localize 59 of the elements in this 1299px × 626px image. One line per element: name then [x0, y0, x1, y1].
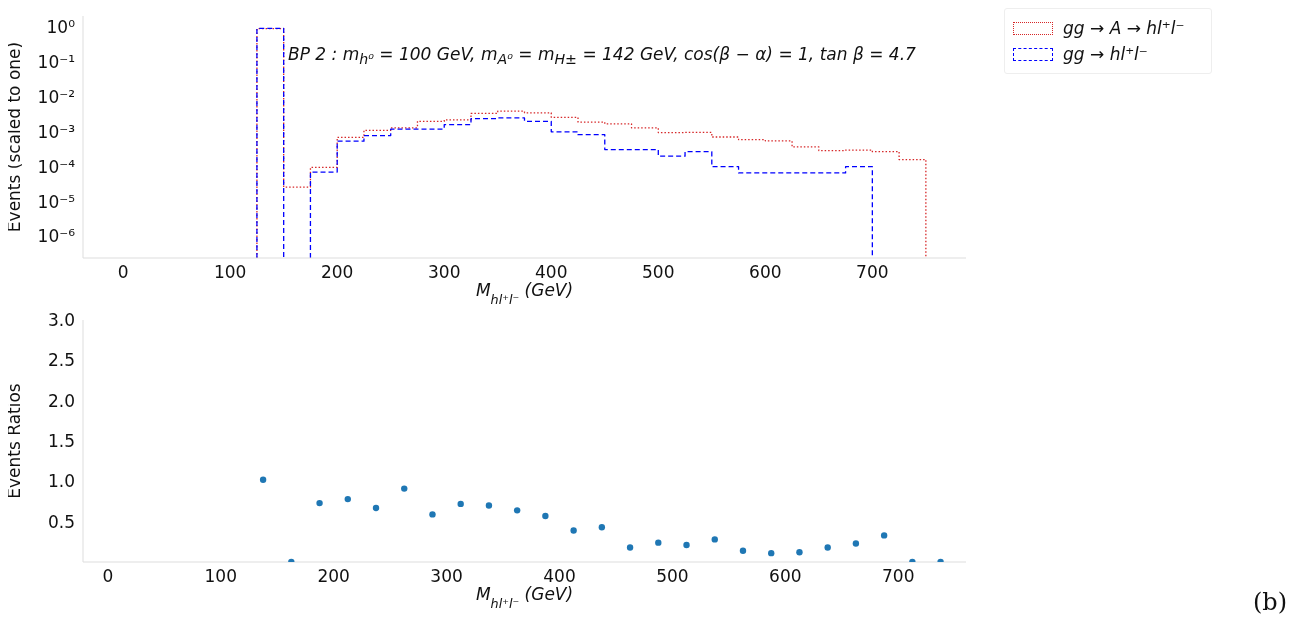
legend-label: gg → hl⁺l⁻ [1063, 44, 1148, 64]
point [711, 536, 718, 543]
point [259, 476, 267, 483]
y-tick-label: 1.0 [47, 471, 75, 492]
point [683, 541, 690, 549]
x-tick-label: 500 [642, 262, 675, 283]
point [542, 512, 549, 520]
point [768, 549, 775, 557]
y-tick-label: 2.0 [47, 390, 75, 411]
y-tick-label: 3.0 [47, 310, 75, 331]
x-tick-label: 100 [213, 262, 247, 283]
point [824, 544, 831, 551]
x-axis-title: M$_{hl⁺l⁻}$ (GeV) [475, 280, 574, 307]
x-tick-label: 200 [317, 566, 350, 587]
point [655, 539, 662, 546]
x-tick-label: 700 [856, 262, 889, 283]
y-tick-label: 10⁻¹ [37, 52, 75, 73]
x-axis-title: M$_{hl⁺l⁻}$ (GeV) [475, 584, 574, 611]
x-tick-label: 600 [749, 262, 782, 283]
annotation: BP 2 : m$_{h⁰}$ = 100 GeV, m$_{A⁰}$ = m$_{H±}$ = 142 GeV, cos(β − α) = 1, tan β = 4.7 [288, 44, 916, 68]
y-tick-label: 10⁰ [46, 17, 76, 38]
y-axis-title: Events Ratios [4, 383, 24, 499]
point [570, 527, 577, 534]
point [457, 500, 464, 508]
point [485, 502, 493, 509]
point [316, 499, 323, 507]
y-tick-label: 1.5 [47, 431, 75, 452]
y-tick-label: 10⁻² [37, 86, 75, 107]
x-tick-label: 300 [430, 566, 463, 587]
point [401, 485, 408, 492]
point [739, 547, 747, 554]
x-tick-label: 300 [428, 262, 461, 283]
y-axis-title: Events (scaled to one) [4, 41, 24, 233]
x-tick-label: 100 [204, 566, 237, 587]
point [372, 504, 380, 512]
text: (b) [1253, 588, 1288, 616]
x-tick-label: 0 [102, 566, 114, 587]
x-tick-label: 400 [543, 566, 576, 587]
point [429, 511, 436, 518]
x-tick-label: 200 [320, 262, 354, 283]
x-tick-label: 600 [769, 566, 802, 587]
x-tick-label: 700 [882, 566, 915, 587]
y-tick-label: 10⁻³ [37, 121, 75, 142]
y-tick-label: 10⁻⁵ [37, 191, 75, 212]
point [796, 549, 803, 556]
point [344, 495, 351, 503]
point [880, 532, 888, 539]
y-tick-label: 10⁻⁶ [37, 226, 76, 247]
y-tick-label: 0.5 [47, 511, 75, 532]
x-tick-label: 0 [117, 262, 129, 283]
point [626, 544, 634, 551]
point [852, 540, 860, 547]
point [598, 524, 606, 531]
legend-label: gg → A → hl⁺l⁻ [1063, 18, 1185, 38]
y-tick-label: 2.5 [47, 350, 75, 371]
x-tick-label: 400 [535, 262, 568, 283]
point [513, 507, 521, 514]
y-tick-label: 10⁻⁴ [37, 156, 76, 177]
x-tick-label: 500 [656, 566, 689, 587]
